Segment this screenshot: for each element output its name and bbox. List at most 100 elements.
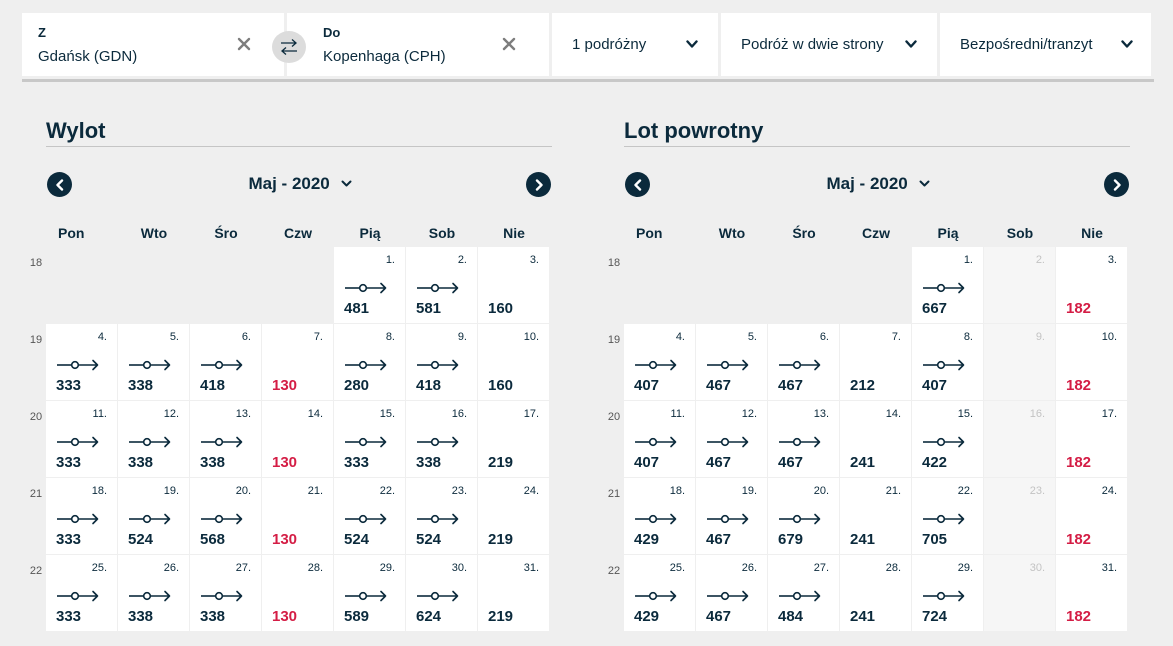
direct-flight-icon: [129, 436, 171, 448]
day-number: 8.: [963, 331, 973, 343]
day-cell[interactable]: 3. 182: [1056, 247, 1127, 323]
trip-type-dropdown[interactable]: Podróż w dwie strony: [721, 13, 940, 76]
day-cell[interactable]: 12. 467: [696, 401, 767, 477]
weekday-label: Pon: [58, 225, 85, 241]
day-cell[interactable]: 2. 581: [406, 247, 477, 323]
day-cell[interactable]: 11. 407: [624, 401, 695, 477]
day-cell[interactable]: 5. 467: [696, 324, 767, 400]
day-cell[interactable]: 21. 241: [840, 478, 911, 554]
day-cell[interactable]: 16. 338: [406, 401, 477, 477]
outbound-next-month-button[interactable]: [526, 172, 551, 197]
price: 407: [634, 454, 660, 471]
day-cell[interactable]: 20. 568: [190, 478, 261, 554]
day-cell[interactable]: 23. 524: [406, 478, 477, 554]
return-month-select[interactable]: Maj - 2020: [602, 174, 1154, 194]
day-cell[interactable]: 8. 280: [334, 324, 405, 400]
day-cell[interactable]: 28. 241: [840, 555, 911, 631]
day-cell[interactable]: 22. 705: [912, 478, 983, 554]
direct-flight-icon-wrap: [416, 281, 460, 299]
day-cell[interactable]: 4. 333: [46, 324, 117, 400]
destination-field[interactable]: Do Kopenhaga (CPH): [287, 13, 552, 76]
day-cell[interactable]: 18. 429: [624, 478, 695, 554]
day-cell[interactable]: 12. 338: [118, 401, 189, 477]
stops-dropdown[interactable]: Bezpośredni/tranzyt: [940, 13, 1154, 76]
day-cell[interactable]: 1. 667: [912, 247, 983, 323]
passengers-dropdown[interactable]: 1 podróżny: [552, 13, 721, 76]
origin-value[interactable]: Gdańsk (GDN): [38, 48, 138, 65]
day-cell[interactable]: 27. 484: [768, 555, 839, 631]
day-cell[interactable]: 25. 333: [46, 555, 117, 631]
chevron-right-icon: [535, 178, 543, 191]
day-cell[interactable]: 25. 429: [624, 555, 695, 631]
swap-airports-button[interactable]: [272, 31, 306, 63]
day-cell[interactable]: 21. 130: [262, 478, 333, 554]
day-cell[interactable]: 20. 679: [768, 478, 839, 554]
direct-flight-icon-wrap: [706, 358, 750, 376]
day-cell[interactable]: 7. 212: [840, 324, 911, 400]
day-cell[interactable]: 15. 422: [912, 401, 983, 477]
day-cell[interactable]: 5. 338: [118, 324, 189, 400]
return-title-rule: [624, 146, 1130, 147]
day-number: 20.: [813, 485, 829, 497]
day-cell[interactable]: 26. 338: [118, 555, 189, 631]
day-cell[interactable]: 17. 182: [1056, 401, 1127, 477]
return-next-month-button[interactable]: [1104, 172, 1129, 197]
day-cell[interactable]: 14. 130: [262, 401, 333, 477]
day-cell[interactable]: 19. 467: [696, 478, 767, 554]
weekday-label: Czw: [862, 225, 890, 241]
return-prev-month-button[interactable]: [625, 172, 650, 197]
day-cell[interactable]: 27. 338: [190, 555, 261, 631]
day-cell[interactable]: 26. 467: [696, 555, 767, 631]
day-cell[interactable]: 9. 418: [406, 324, 477, 400]
day-number: 12.: [741, 408, 757, 420]
day-number: 1.: [385, 254, 395, 266]
day-cell[interactable]: 14. 241: [840, 401, 911, 477]
day-cell[interactable]: 31. 182: [1056, 555, 1127, 631]
outbound-prev-month-button[interactable]: [47, 172, 72, 197]
price: 219: [488, 608, 514, 625]
day-cell[interactable]: 24. 182: [1056, 478, 1127, 554]
day-cell[interactable]: 3. 160: [478, 247, 549, 323]
day-cell[interactable]: 10. 160: [478, 324, 549, 400]
day-cell[interactable]: 31. 219: [478, 555, 549, 631]
day-cell-unavailable: 30.: [984, 555, 1055, 631]
day-cell[interactable]: 6. 418: [190, 324, 261, 400]
day-cell[interactable]: 19. 524: [118, 478, 189, 554]
direct-flight-icon-wrap: [200, 589, 244, 607]
clear-destination-button[interactable]: [501, 36, 517, 52]
day-cell[interactable]: 17. 219: [478, 401, 549, 477]
day-cell[interactable]: 6. 467: [768, 324, 839, 400]
day-cell[interactable]: 4. 407: [624, 324, 695, 400]
day-cell[interactable]: 29. 724: [912, 555, 983, 631]
day-cell[interactable]: 13. 338: [190, 401, 261, 477]
price: 524: [344, 531, 370, 548]
day-cell[interactable]: 1. 481: [334, 247, 405, 323]
empty-day-cell: [46, 247, 117, 323]
day-cell[interactable]: 18. 333: [46, 478, 117, 554]
direct-flight-icon: [707, 513, 749, 525]
day-number: 2.: [457, 254, 467, 266]
price: 467: [706, 531, 732, 548]
day-cell[interactable]: 24. 219: [478, 478, 549, 554]
day-cell[interactable]: 11. 333: [46, 401, 117, 477]
day-number: 18.: [91, 485, 107, 497]
chevron-down-icon: [919, 180, 929, 187]
day-cell[interactable]: 8. 407: [912, 324, 983, 400]
clear-origin-button[interactable]: [236, 36, 252, 52]
day-cell[interactable]: 28. 130: [262, 555, 333, 631]
day-cell[interactable]: 10. 182: [1056, 324, 1127, 400]
price: 338: [128, 608, 154, 625]
day-cell[interactable]: 30. 624: [406, 555, 477, 631]
lowest-price: 182: [1066, 377, 1092, 394]
day-cell[interactable]: 13. 467: [768, 401, 839, 477]
day-cell[interactable]: 29. 589: [334, 555, 405, 631]
origin-field[interactable]: Z Gdańsk (GDN): [22, 13, 287, 76]
direct-flight-icon: [635, 513, 677, 525]
day-cell[interactable]: 22. 524: [334, 478, 405, 554]
day-cell[interactable]: 7. 130: [262, 324, 333, 400]
day-number: 16.: [1029, 408, 1045, 420]
outbound-month-select[interactable]: Maj - 2020: [24, 174, 576, 194]
day-cell[interactable]: 15. 333: [334, 401, 405, 477]
destination-value[interactable]: Kopenhaga (CPH): [323, 48, 446, 65]
day-number: 19.: [741, 485, 757, 497]
